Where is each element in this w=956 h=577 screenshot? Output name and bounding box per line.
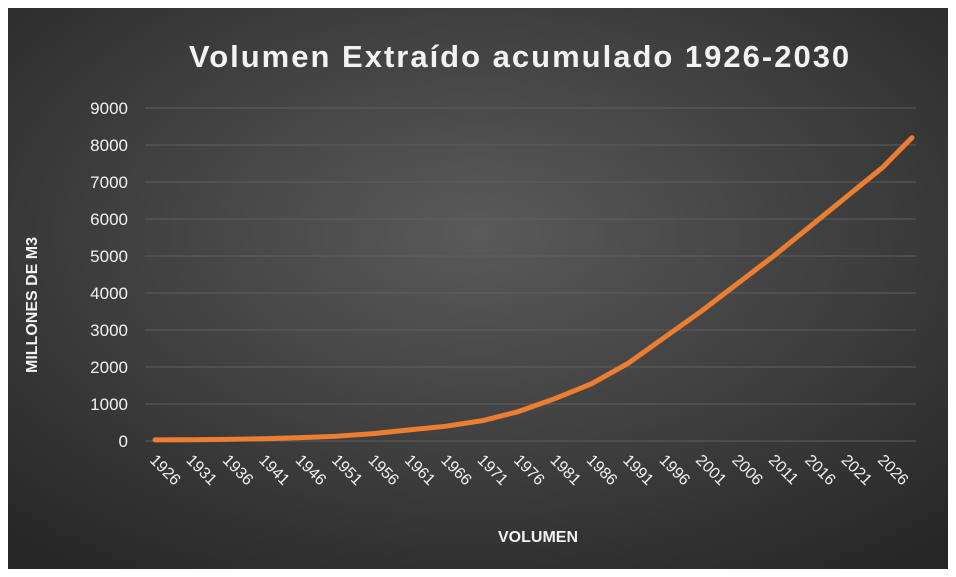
y-tick-label: 6000 [90, 210, 128, 229]
y-tick-label: 0 [119, 432, 128, 451]
y-tick-label: 9000 [90, 99, 128, 118]
y-tick-label: 4000 [90, 284, 128, 303]
y-axis-label: MILLONES DE M3 [24, 237, 41, 373]
y-tick-label: 2000 [90, 358, 128, 377]
y-tick-label: 1000 [90, 395, 128, 414]
y-tick-label: 5000 [90, 247, 128, 266]
chart-background [8, 8, 948, 569]
x-axis-label: VOLUMEN [498, 529, 578, 546]
y-tick-label: 3000 [90, 321, 128, 340]
line-series [152, 135, 915, 443]
y-tick-label: 7000 [90, 173, 128, 192]
chart-title: Volumen Extraído acumulado 1926-2030 [189, 39, 851, 74]
y-tick-label: 8000 [90, 136, 128, 155]
